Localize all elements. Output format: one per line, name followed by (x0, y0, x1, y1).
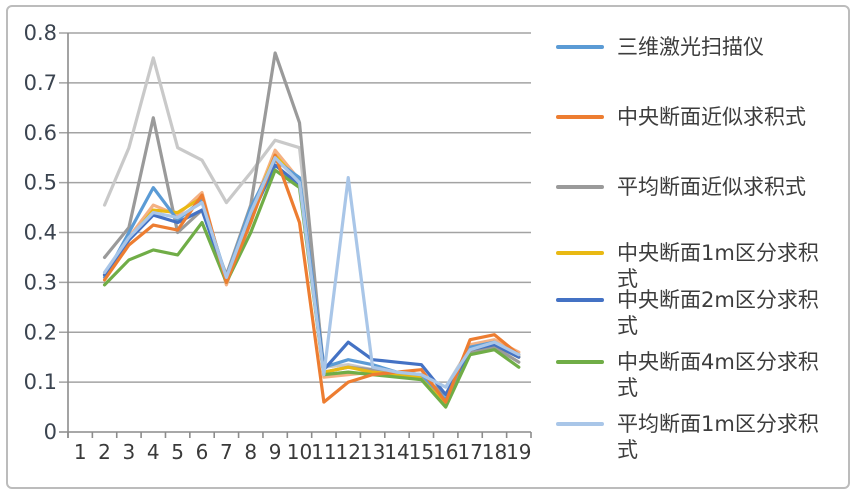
legend-item[interactable]: 中央断面2m区分求积式 (556, 287, 829, 339)
series-lines (102, 51, 521, 409)
legend-swatch (556, 422, 604, 426)
y-tick-label: 0.3 (24, 270, 57, 294)
x-tick-label: 5 (171, 440, 184, 464)
x-tick-label: 12 (336, 440, 361, 464)
legend-swatch (556, 251, 604, 255)
x-tick-label: 17 (457, 440, 482, 464)
y-tick-label: 0 (44, 420, 57, 444)
x-tick-label: 4 (147, 440, 160, 464)
x-tick-label: 10 (287, 440, 312, 464)
x-tick-label: 3 (123, 440, 136, 464)
legend-item[interactable]: 中央断面1m区分求积式 (556, 240, 829, 292)
x-tick-label: 11 (311, 440, 336, 464)
legend-label: 三维激光扫描仪 (617, 35, 764, 59)
x-tick-label: 16 (433, 440, 458, 464)
legend-item[interactable]: 平均断面近似求积式 (556, 174, 829, 200)
x-tick-label: 9 (269, 440, 282, 464)
legend-label: 平均断面1m区分求积式 (617, 412, 819, 462)
x-tick-label: 2 (98, 440, 111, 464)
legend-label: 中央断面近似求积式 (617, 105, 806, 129)
legend-swatch (556, 360, 604, 364)
x-tick-label: 14 (384, 440, 409, 464)
y-tick-label: 0.6 (24, 121, 57, 145)
x-tick-label: 15 (409, 440, 434, 464)
x-tick-label: 6 (196, 440, 209, 464)
x-tick-label: 1 (74, 440, 87, 464)
y-tick-label: 0.4 (24, 221, 57, 245)
legend-label: 中央断面1m区分求积式 (617, 241, 819, 291)
x-tick-label: 13 (360, 440, 385, 464)
y-axis-labels: 0.8 0.7 0.6 0.5 0.4 0.3 0.2 0.1 0 (24, 21, 57, 444)
legend-swatch (556, 298, 604, 302)
series-line-平均断面1m区分求积式 (102, 156, 521, 389)
plot-area: 0.80.70.60.50.40.30.20.10 1 2 3 4 5 6 7 8 9 10111… (24, 21, 532, 464)
legend-swatch (556, 185, 604, 189)
x-tick-label: 8 (244, 440, 257, 464)
series-line-unlabeled-8 (102, 56, 521, 389)
y-tick-label: 0.2 (24, 320, 57, 344)
y-tick-label: 0.1 (24, 370, 57, 394)
legend-swatch (556, 45, 604, 49)
legend-label: 平均断面近似求积式 (617, 175, 806, 199)
legend: 三维激光扫描仪 中央断面近似求积式 平均断面近似求积式 中央断面1m区分求积式 … (556, 0, 846, 495)
x-tick-label: 7 (220, 440, 233, 464)
y-tick-label: 0.7 (24, 71, 57, 95)
x-tick-label: 18 (482, 440, 507, 464)
x-tick-label: 19 (506, 440, 531, 464)
legend-item[interactable]: 三维激光扫描仪 (556, 34, 829, 60)
axes (59, 33, 532, 438)
legend-label: 中央断面2m区分求积式 (617, 288, 819, 338)
y-tick-label: 0.8 (24, 21, 57, 45)
y-tick-label: 0.5 (24, 171, 57, 195)
legend-item[interactable]: 中央断面4m区分求积式 (556, 349, 829, 401)
legend-swatch (556, 115, 604, 119)
legend-item[interactable]: 中央断面近似求积式 (556, 104, 829, 130)
legend-label: 中央断面4m区分求积式 (617, 350, 819, 400)
legend-item[interactable]: 平均断面1m区分求积式 (556, 411, 829, 463)
series-line-中央断面近似求积式 (102, 153, 521, 404)
